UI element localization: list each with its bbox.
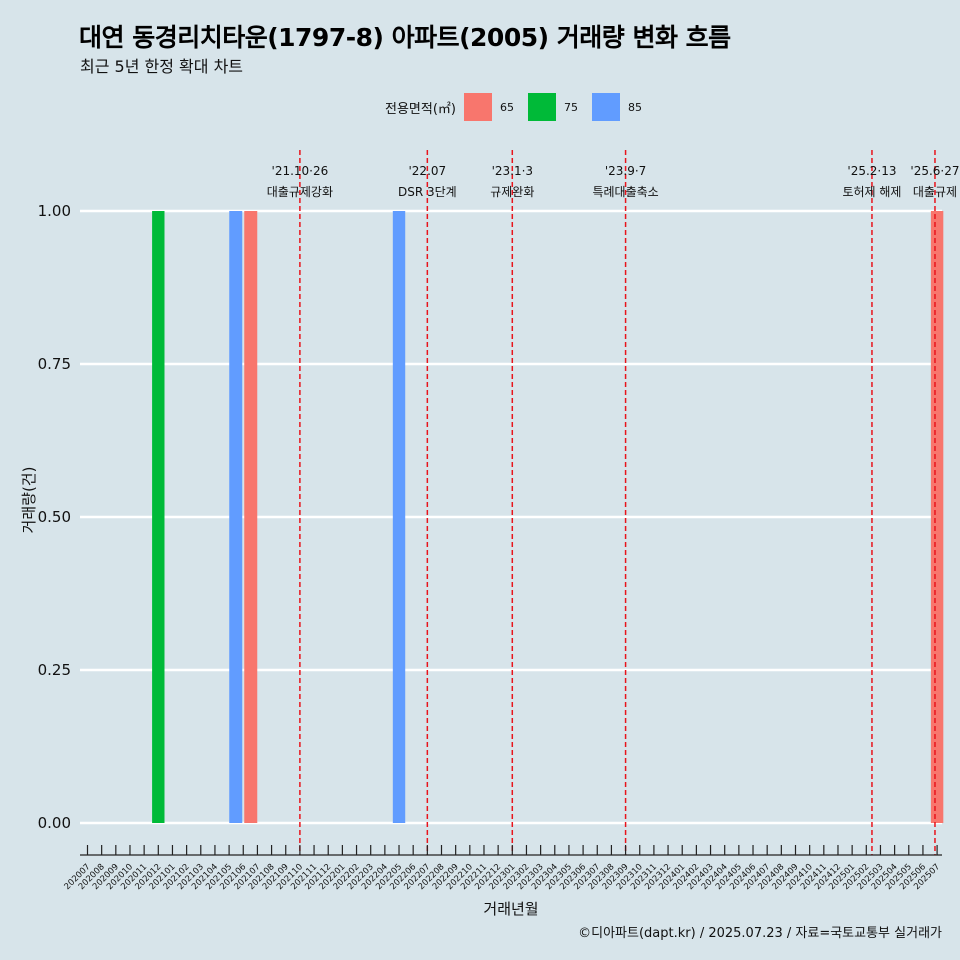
- legend-title: 전용면적(㎡): [385, 101, 456, 117]
- bar-202205-85: [392, 211, 406, 823]
- event-date: '25.2·13: [847, 164, 896, 178]
- legend: 전용면적(㎡) 65 75 85: [385, 93, 656, 121]
- legend-label-75: 75: [563, 100, 578, 114]
- event-label: 토허제 해제: [842, 185, 901, 199]
- event-label: 대출규제: [913, 185, 957, 199]
- y-tick-label: 0.00: [38, 814, 71, 832]
- bar-202106-65: [244, 211, 258, 823]
- y-axis-title: 거래량(건): [20, 467, 38, 534]
- event-label: DSR 3단계: [398, 185, 457, 199]
- legend-label-65: 65: [499, 100, 514, 114]
- event-label: 규제완화: [490, 185, 534, 199]
- event-label: 대출규제강화: [267, 185, 333, 199]
- legend-key-75: [527, 93, 556, 121]
- y-tick-label: 0.50: [38, 508, 71, 526]
- bar-202106-85: [229, 211, 243, 823]
- legend-label-85: 85: [627, 100, 642, 114]
- event-date: '22.07: [409, 164, 447, 178]
- legend-key-65: [463, 93, 492, 121]
- bar-202507-65: [930, 211, 944, 823]
- chart-title: 대연 동경리치타운(1797-8) 아파트(2005) 거래량 변화 흐름: [79, 23, 731, 52]
- y-tick-label: 1.00: [38, 202, 71, 220]
- source-caption: ©디아파트(dapt.kr) / 2025.07.23 / 자료=국토교통부 실…: [578, 926, 942, 941]
- event-date: '25.6·27: [910, 164, 959, 178]
- x-axis-title: 거래년월: [483, 900, 538, 918]
- event-label: 특례대출축소: [592, 185, 658, 199]
- event-date: '21.10·26: [272, 164, 329, 178]
- legend-key-85: [591, 93, 620, 121]
- bar-202012-75: [152, 211, 165, 823]
- y-tick-label: 0.25: [38, 661, 71, 679]
- event-date: '23.1·3: [492, 164, 533, 178]
- event-date: '23.9·7: [605, 164, 646, 178]
- y-tick-label: 0.75: [38, 355, 71, 373]
- chart-subtitle: 최근 5년 한정 확대 차트: [80, 57, 244, 76]
